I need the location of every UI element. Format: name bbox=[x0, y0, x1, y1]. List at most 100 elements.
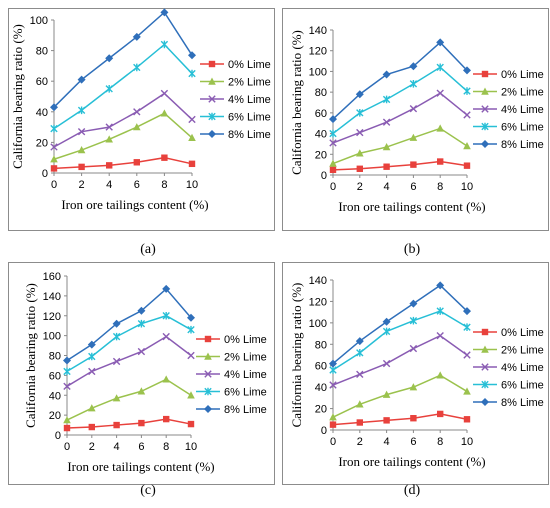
y-tick-label: 60 bbox=[49, 370, 61, 382]
data-point-diamond-marker bbox=[50, 103, 58, 112]
series-line-2pct-lime bbox=[53, 112, 193, 160]
data-point-diamond-marker bbox=[382, 70, 391, 79]
data-point-diamond-marker bbox=[463, 307, 471, 316]
data-point-triangle-marker bbox=[50, 155, 58, 163]
data-point-diamond-marker bbox=[436, 281, 445, 290]
series-line-2pct-lime bbox=[332, 127, 468, 165]
series-line-0pct-lime bbox=[66, 418, 192, 429]
data-point-star-marker bbox=[105, 85, 113, 93]
x-tick-label: 4 bbox=[384, 181, 390, 193]
y-tick-label: 100 bbox=[30, 15, 48, 27]
data-point-x-marker bbox=[329, 139, 337, 147]
data-point-star-marker bbox=[50, 124, 58, 133]
data-point-x-marker bbox=[133, 108, 141, 116]
chart-panel-d: 0 20 40 60 80 100 120 140 0 2 4 6 8 10 Iron ore tailin… bbox=[282, 262, 549, 485]
chart-panel-b: 0 20 40 60 80 100 120 140 0 2 4 6 8 10 Iron ore tailin… bbox=[282, 8, 549, 231]
data-point-square-marker bbox=[63, 424, 71, 432]
y-tick-label: 60 bbox=[315, 108, 327, 120]
legend-star-marker bbox=[481, 380, 489, 389]
data-point-x-marker bbox=[409, 105, 418, 113]
y-axis-label: California bearing ratio (%) bbox=[289, 283, 304, 428]
y-tick-label: 140 bbox=[309, 25, 327, 37]
panel-caption: (c) bbox=[140, 483, 156, 498]
legend-square-marker bbox=[481, 328, 489, 336]
data-point-square-marker bbox=[410, 161, 417, 168]
y-tick-label: 20 bbox=[49, 410, 61, 422]
y-tick-label: 80 bbox=[36, 46, 48, 58]
y-tick-label: 0 bbox=[55, 430, 61, 442]
series-line-0pct-lime bbox=[332, 160, 468, 171]
y-tick-label: 100 bbox=[309, 66, 327, 78]
data-point-square-marker bbox=[437, 410, 444, 418]
x-tick-label: 0 bbox=[330, 436, 336, 448]
data-point-star-marker bbox=[133, 63, 141, 72]
series-line-6pct-lime bbox=[66, 314, 192, 373]
data-point-x-marker bbox=[436, 89, 444, 97]
data-point-square-marker bbox=[356, 419, 363, 426]
y-tick-label: 40 bbox=[315, 382, 327, 394]
legend-label: 8% Lime bbox=[501, 397, 544, 409]
data-point-triangle-marker bbox=[133, 123, 141, 131]
x-axis-label: Iron ore tailings content (%) bbox=[338, 454, 485, 469]
legend-label: 6% Lime bbox=[224, 387, 267, 399]
data-point-square-marker bbox=[88, 423, 95, 431]
data-point-diamond-marker bbox=[132, 32, 141, 41]
legend-label: 0% Lime bbox=[501, 69, 544, 81]
legend-triangle-marker bbox=[481, 345, 489, 353]
data-point-x-marker bbox=[160, 89, 169, 98]
x-axis-label: Iron ore tailings content (%) bbox=[67, 459, 214, 474]
y-tick-label: 40 bbox=[49, 390, 61, 402]
data-point-x-marker bbox=[88, 367, 96, 376]
y-tick-label: 0 bbox=[321, 170, 327, 182]
y-tick-label: 20 bbox=[315, 404, 327, 416]
data-point-triangle-marker bbox=[436, 371, 444, 379]
legend-label: 2% Lime bbox=[224, 352, 267, 364]
y-tick-label: 140 bbox=[309, 275, 327, 287]
data-point-square-marker bbox=[356, 165, 363, 172]
data-point-square-marker bbox=[163, 415, 170, 423]
data-point-star-marker bbox=[88, 352, 96, 361]
y-axis-label: California bearing ratio (%) bbox=[23, 283, 38, 428]
data-point-triangle-marker bbox=[382, 390, 391, 398]
data-point-x-marker bbox=[329, 381, 337, 389]
legend-star-marker bbox=[208, 112, 216, 121]
legend-square-marker bbox=[204, 335, 212, 343]
panel-frame bbox=[8, 262, 275, 485]
series-line-4pct-lime bbox=[332, 334, 468, 386]
legend-label: 2% Lime bbox=[501, 87, 544, 99]
x-tick-label: 10 bbox=[461, 181, 473, 193]
legend-label: 0% Lime bbox=[224, 334, 267, 346]
data-point-triangle-marker bbox=[63, 416, 71, 424]
data-point-star-marker bbox=[63, 367, 71, 376]
legend-label: 6% Lime bbox=[228, 112, 271, 124]
y-axis-label: California bearing ratio (%) bbox=[10, 24, 25, 169]
data-point-x-marker bbox=[112, 357, 121, 366]
data-point-x-marker bbox=[409, 344, 418, 353]
legend-triangle-marker bbox=[204, 352, 212, 360]
y-tick-label: 0 bbox=[321, 425, 327, 437]
chart-panel-a: 0 20 40 60 80 100 0 2 4 6 8 10 Iron ore tailings con… bbox=[8, 8, 275, 231]
data-point-star-marker bbox=[356, 109, 364, 117]
data-point-triangle-marker bbox=[88, 404, 96, 412]
y-tick-label: 80 bbox=[49, 351, 61, 363]
legend-label: 0% Lime bbox=[228, 59, 271, 71]
y-tick-label: 80 bbox=[315, 339, 327, 351]
data-point-x-marker bbox=[77, 127, 86, 136]
series-line-8pct-lime bbox=[66, 287, 192, 362]
data-point-diamond-marker bbox=[160, 8, 169, 17]
legend-label: 8% Lime bbox=[501, 139, 544, 151]
x-tick-label: 0 bbox=[330, 181, 336, 193]
data-point-star-marker bbox=[187, 325, 195, 334]
data-point-triangle-marker bbox=[463, 387, 471, 395]
data-point-star-marker bbox=[382, 327, 391, 336]
data-point-diamond-marker bbox=[87, 340, 96, 349]
data-point-diamond-marker bbox=[463, 66, 471, 75]
panel-frame bbox=[282, 262, 549, 485]
data-point-triangle-marker bbox=[137, 387, 146, 395]
legend-label: 8% Lime bbox=[228, 129, 271, 141]
legend-triangle-marker bbox=[208, 77, 216, 85]
data-point-star-marker bbox=[356, 349, 364, 357]
data-point-triangle-marker bbox=[188, 133, 196, 142]
data-point-triangle-marker bbox=[356, 400, 364, 408]
data-point-x-marker bbox=[382, 118, 391, 126]
